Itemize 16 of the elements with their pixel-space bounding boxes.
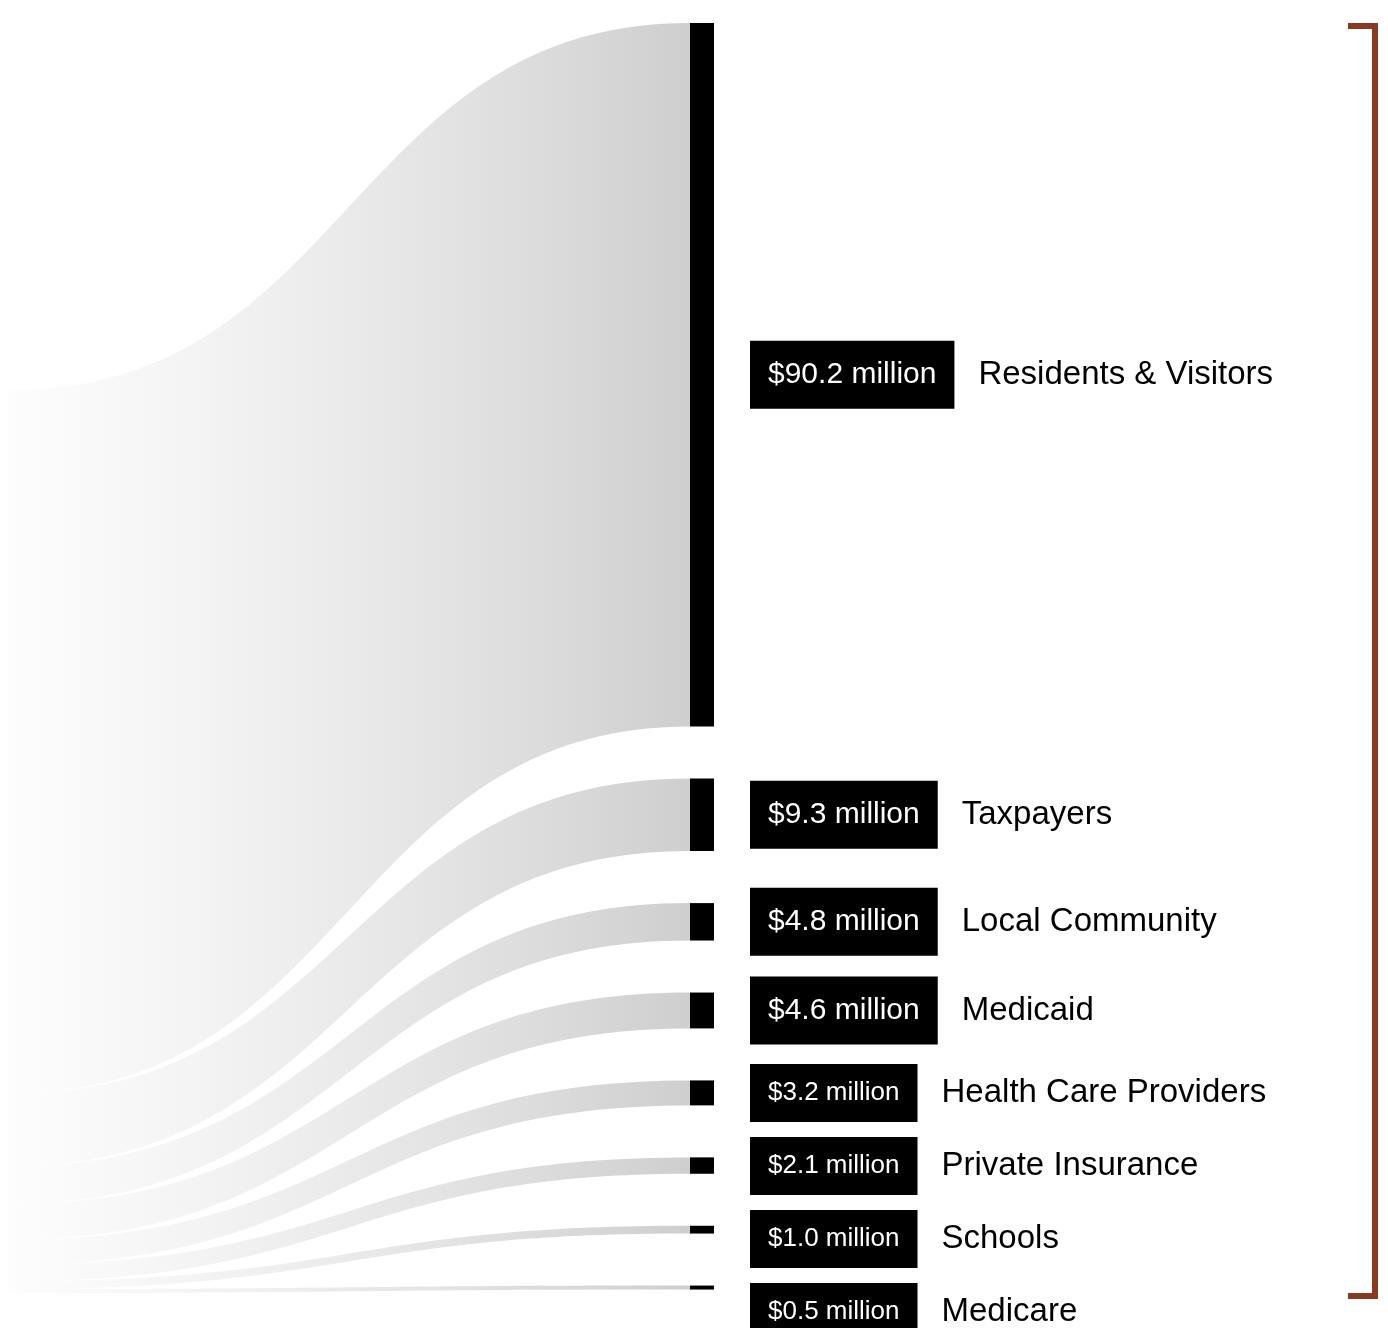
category-label: Taxpayers — [961, 793, 1113, 831]
category-label: Health Care Providers — [941, 1071, 1267, 1109]
category-label: Schools — [941, 1217, 1059, 1255]
data-label: $4.6 million — [768, 991, 920, 1025]
data-label: $3.2 million — [768, 1076, 900, 1107]
category-label: Local Community — [961, 900, 1218, 938]
data-label: $1.0 million — [768, 1222, 900, 1253]
data-label: $9.3 million — [768, 796, 920, 830]
category-label: Medicare — [941, 1290, 1078, 1328]
category-label: Residents & Visitors — [978, 353, 1274, 391]
data-label: $0.5 million — [768, 1295, 900, 1326]
data-label: $90.2 million — [768, 356, 937, 390]
data-label: $4.8 million — [768, 903, 920, 937]
category-label: Private Insurance — [941, 1144, 1199, 1182]
category-label: Medicaid — [961, 989, 1094, 1027]
data-label: $2.1 million — [768, 1149, 900, 1180]
